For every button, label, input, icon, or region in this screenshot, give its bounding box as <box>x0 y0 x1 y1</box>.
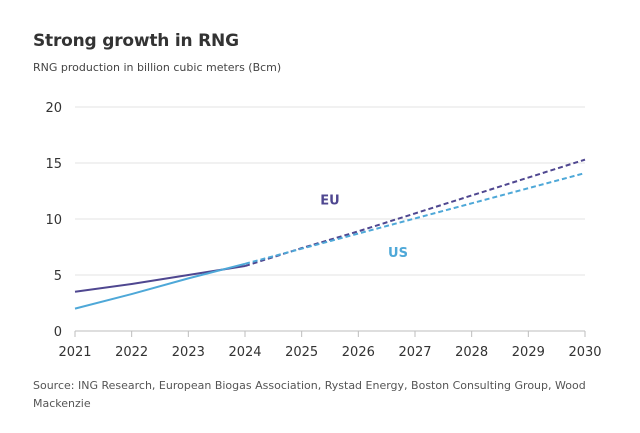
x-tick-label: 2024 <box>228 345 261 360</box>
chart-title: Strong growth in RNG <box>33 31 239 51</box>
y-tick-label: 0 <box>54 325 62 340</box>
y-tick-label: 10 <box>45 213 62 228</box>
gridlines <box>75 106 585 276</box>
x-tick-label: 2021 <box>58 345 91 360</box>
y-tick-label: 5 <box>54 269 62 284</box>
us-forecast-line <box>244 172 586 265</box>
source-note: Source: ING Research, European Biogas As… <box>33 379 586 410</box>
x-tick-label: 2029 <box>512 345 545 360</box>
series-labels: EU US <box>320 193 408 261</box>
eu-series-label: EU <box>320 193 339 208</box>
x-tick-label: 2027 <box>398 345 431 360</box>
x-tick-label: 2023 <box>172 345 205 360</box>
x-tick-label: 2026 <box>342 345 375 360</box>
series-lines <box>74 158 586 310</box>
y-tick-label: 15 <box>45 157 62 172</box>
chart-subtitle: RNG production in billion cubic meters (… <box>33 61 282 74</box>
x-tick-label: 2028 <box>455 345 488 360</box>
y-tick-label: 20 <box>45 101 62 116</box>
x-axis <box>74 330 586 337</box>
us-series-label: US <box>388 246 408 261</box>
x-tick-labels: 2021 2022 2023 2024 2025 2026 2027 2028 2029 2030 <box>58 345 601 360</box>
y-tick-labels: 0 5 10 15 20 <box>45 101 62 340</box>
x-tick-label: 2025 <box>285 345 318 360</box>
x-tick-label: 2030 <box>568 345 601 360</box>
x-tick-label: 2022 <box>115 345 148 360</box>
us-historical-line <box>74 262 246 310</box>
